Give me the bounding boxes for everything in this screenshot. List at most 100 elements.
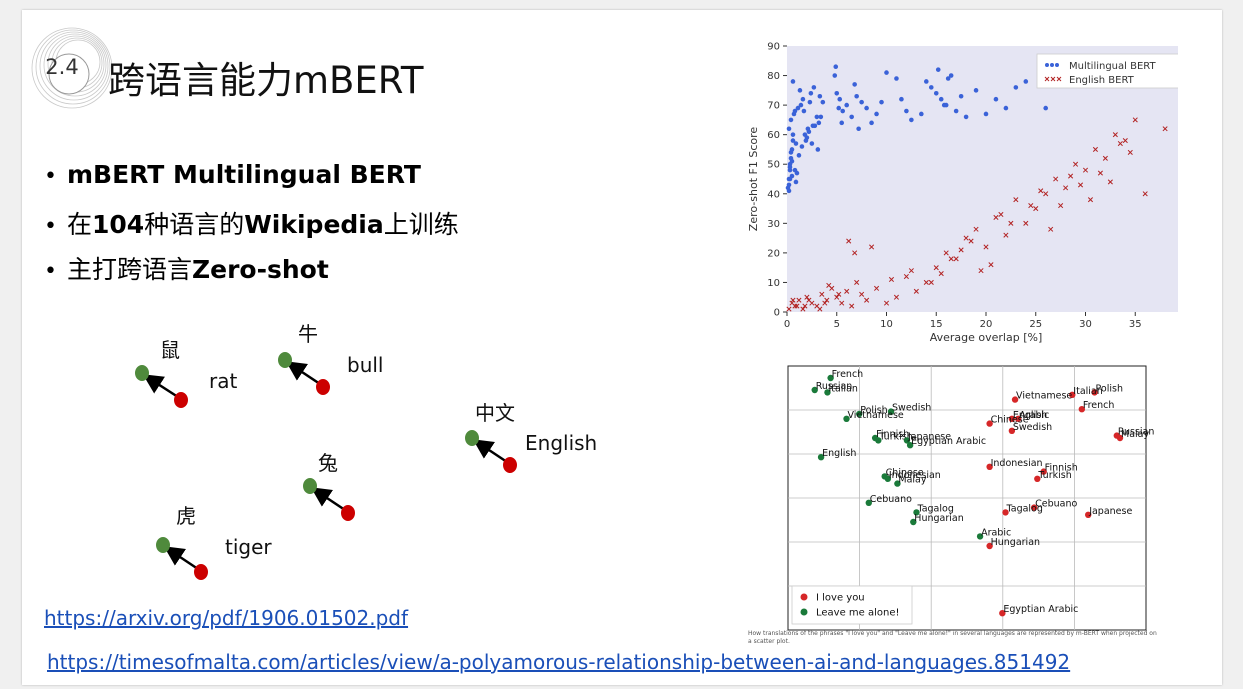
english-bert-point (1008, 220, 1014, 226)
en-point (341, 505, 355, 521)
mbert-point (1023, 79, 1029, 84)
point-label: Swedish (1013, 422, 1052, 433)
mbert-point (840, 108, 846, 114)
y-tick-label: 0 (774, 308, 780, 319)
love-point (1015, 415, 1022, 422)
bullet-2-text-b: 种语言的 (144, 210, 245, 239)
alone-point (875, 437, 882, 444)
mbert-point (787, 176, 793, 182)
alone-point (865, 499, 872, 506)
english-bert-point (1063, 185, 1069, 191)
mbert-point (800, 96, 806, 102)
point-label: Polish (1096, 383, 1123, 394)
pair-rat (135, 365, 188, 408)
mbert-point (801, 108, 807, 114)
y-tick-label: 30 (767, 219, 780, 230)
english-bert-point (958, 247, 964, 253)
point-label: Hungarian (914, 513, 963, 524)
english-bert-point (933, 265, 939, 271)
section-badge-icon (31, 27, 113, 109)
love-point (1085, 511, 1092, 518)
mbert-point (786, 182, 792, 188)
mbert-point (793, 179, 799, 185)
english-bert-point (1013, 197, 1019, 203)
alone-point (884, 475, 892, 482)
mbert-point (935, 67, 941, 72)
mbert-point (832, 73, 838, 78)
scatter-legend-marker (800, 608, 808, 616)
y-tick-label: 10 (767, 278, 780, 289)
english-bert-point (804, 294, 810, 300)
english-bert-point (1072, 161, 1079, 167)
mbert-point (938, 96, 944, 102)
english-bert-point (893, 294, 900, 300)
scatter-legend-label: Leave me alone! (816, 608, 900, 619)
scatter-legend-label: I love you (816, 593, 865, 604)
point-label: Russian (1118, 427, 1155, 438)
mbert-point (798, 102, 804, 108)
love-point (1034, 475, 1041, 482)
alone-point (811, 386, 818, 394)
english-bert-point (826, 282, 832, 288)
english-bert-point (1112, 132, 1118, 138)
english-bert-point (913, 288, 919, 294)
legend-marker-mbert (1050, 63, 1054, 67)
love-point (986, 463, 993, 470)
english-bert-point (903, 273, 909, 280)
point-label: Japanese (1088, 506, 1132, 517)
mbert-point (874, 111, 879, 117)
mbert-point (884, 70, 889, 75)
section-number: 2.4 (45, 55, 79, 79)
english-bert-point (817, 306, 823, 312)
zh-point (135, 365, 149, 381)
english-bert-point (928, 279, 934, 285)
bullet-2: • 在104种语言的Wikipedia上训练 (44, 210, 459, 239)
english-bert-point (1058, 203, 1064, 209)
point-label: Arabic (981, 527, 1011, 538)
alone-point (827, 374, 834, 382)
mbert-point (807, 99, 813, 105)
en-point (174, 392, 188, 408)
mbert-point (817, 93, 823, 99)
english-bert-point (1102, 155, 1108, 161)
y-axis-label: Zero-shot F1 Score (747, 127, 760, 232)
point-label: Chinese (886, 467, 924, 478)
mbert-point (894, 76, 899, 81)
mbert-point (786, 188, 792, 194)
mbert-point (797, 88, 803, 93)
english-bert-point (923, 279, 929, 285)
english-bert-point (1132, 117, 1138, 123)
english-bert-point (864, 297, 870, 303)
english-bert-point (1043, 191, 1049, 197)
mbert-point (856, 126, 861, 132)
x-axis-label: Average overlap [%] (930, 331, 1043, 344)
mbert-point (948, 73, 954, 78)
english-bert-point (1097, 170, 1103, 176)
english-bert-point (852, 250, 858, 256)
mbert-point (809, 141, 815, 146)
mbert-point (928, 85, 934, 90)
arxiv-link[interactable]: https://arxiv.org/pdf/1906.01502.pdf (44, 606, 409, 630)
point-label: Italian (828, 383, 857, 394)
mbert-point (837, 96, 843, 102)
love-point (1091, 389, 1098, 396)
mbert-point (808, 90, 814, 96)
timesofmalta-link[interactable]: https://timesofmalta.com/articles/view/a… (47, 650, 1071, 674)
mbert-point (899, 96, 904, 102)
mbert-point (834, 90, 840, 96)
english-bert-point (854, 279, 860, 285)
x-tick-label: 25 (1029, 319, 1042, 330)
alone-point (817, 454, 825, 461)
legend-label-mbert: Multilingual BERT (1069, 61, 1157, 72)
point-label: Cebuano (870, 494, 912, 505)
pair-tiger (156, 537, 208, 580)
english-bert-point (988, 262, 994, 268)
mbert-point (789, 158, 795, 164)
point-label: Egyptian Arabic (1003, 604, 1078, 615)
english-bert-point (983, 244, 989, 250)
alone-point (843, 415, 850, 422)
english-bert-point (963, 235, 969, 241)
point-label: Finnish (1045, 463, 1078, 474)
word-en-bull: bull (347, 353, 384, 377)
